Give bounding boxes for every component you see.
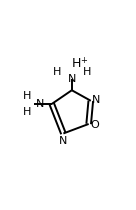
Text: H: H xyxy=(82,67,91,77)
Text: N: N xyxy=(92,95,101,105)
Text: O: O xyxy=(91,120,100,130)
Text: N: N xyxy=(36,99,44,109)
Text: +: + xyxy=(80,56,87,65)
Text: H: H xyxy=(53,67,61,77)
Text: H: H xyxy=(23,91,32,101)
Text: H: H xyxy=(23,107,32,117)
Text: N: N xyxy=(59,136,67,146)
Text: H: H xyxy=(71,57,81,70)
Text: N: N xyxy=(68,74,76,84)
